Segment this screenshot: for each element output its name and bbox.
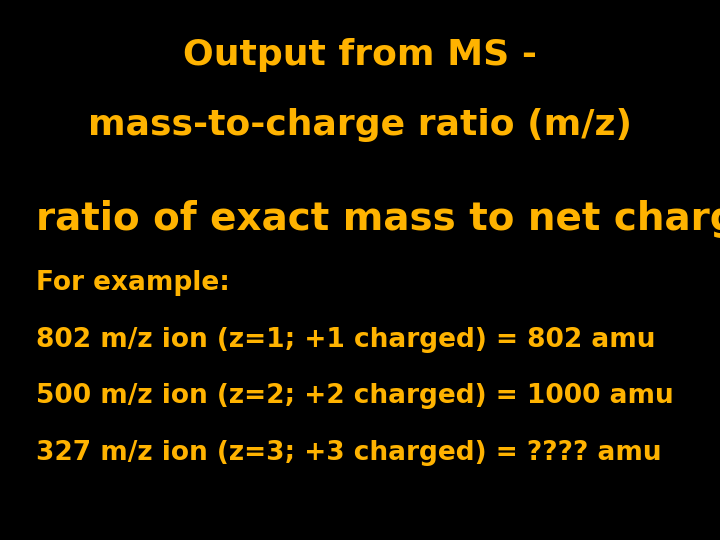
Text: For example:: For example: bbox=[36, 270, 230, 296]
Text: 327 m/z ion (z=3; +3 charged) = ???? amu: 327 m/z ion (z=3; +3 charged) = ???? amu bbox=[36, 440, 662, 466]
Text: 802 m/z ion (z=1; +1 charged) = 802 amu: 802 m/z ion (z=1; +1 charged) = 802 amu bbox=[36, 327, 655, 353]
Text: Output from MS -: Output from MS - bbox=[183, 38, 537, 72]
Text: ratio of exact mass to net charge: ratio of exact mass to net charge bbox=[36, 200, 720, 238]
Text: mass-to-charge ratio (m/z): mass-to-charge ratio (m/z) bbox=[88, 108, 632, 142]
Text: 500 m/z ion (z=2; +2 charged) = 1000 amu: 500 m/z ion (z=2; +2 charged) = 1000 amu bbox=[36, 383, 674, 409]
